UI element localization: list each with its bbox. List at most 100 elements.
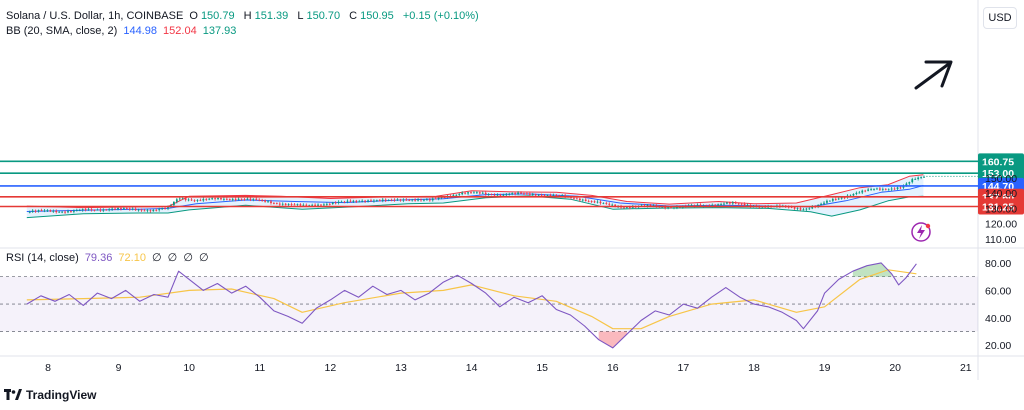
candle-body: [828, 200, 831, 202]
candle-body: [720, 204, 722, 205]
candle-body: [161, 208, 164, 210]
candle-body: [455, 194, 458, 196]
candle-body: [908, 182, 911, 184]
bb-lower-value: 137.93: [202, 25, 237, 37]
candle-body: [355, 200, 358, 202]
candle-body: [546, 195, 549, 196]
close-label: C 150.95: [349, 10, 394, 22]
time-axis-tick: 15: [536, 362, 548, 374]
candle-body: [381, 199, 384, 201]
candle-body: [122, 208, 125, 209]
candle-body: [473, 192, 475, 194]
price-axis-tick: 110.00: [985, 234, 1016, 246]
candle-body: [358, 201, 361, 203]
candle-body: [99, 209, 102, 211]
candle-body: [264, 200, 266, 202]
bb-upper-value: 152.04: [163, 25, 197, 37]
arrow-line: [914, 61, 952, 90]
candle-body: [187, 199, 190, 201]
candle-body: [131, 208, 134, 210]
candle-body: [905, 183, 908, 187]
candle-body: [584, 199, 587, 201]
rsi-axis-tick: 60.00: [985, 285, 1011, 297]
rsi-axis-tick: 80.00: [985, 258, 1011, 270]
candle-body: [481, 192, 484, 194]
currency-button[interactable]: USD: [983, 7, 1017, 29]
candle-body: [531, 194, 534, 196]
candle-body: [220, 198, 222, 200]
candle-body: [334, 202, 337, 204]
candle-body: [111, 208, 114, 210]
time-axis-tick: 10: [183, 362, 195, 374]
candle-body: [561, 195, 564, 197]
rsi-overbought-fill: [852, 262, 892, 277]
candle-body: [52, 210, 55, 212]
candle-body: [102, 209, 105, 211]
candle-body: [867, 189, 870, 191]
candle-body: [43, 210, 46, 212]
candle-body: [378, 200, 381, 202]
candle-body: [593, 201, 596, 203]
rsi-empty-4: ∅: [198, 252, 209, 264]
candle-body: [458, 194, 461, 195]
candle-body: [55, 210, 58, 213]
candle-body: [320, 204, 322, 206]
candle-body: [217, 198, 219, 200]
candle-body: [352, 200, 355, 202]
candle-body: [711, 204, 714, 207]
time-axis-tick: 16: [607, 362, 619, 374]
candle-body: [723, 203, 725, 205]
candle-body: [528, 193, 531, 195]
candle-body: [325, 203, 328, 205]
candle-body: [167, 207, 169, 209]
candle-body: [614, 204, 617, 207]
candle-body: [496, 194, 499, 196]
candle-body: [290, 204, 293, 205]
time-axis-tick: 20: [889, 362, 901, 374]
bb-legend[interactable]: BB (20, SMA, close, 2) 144.98 152.04 137…: [6, 24, 239, 38]
candle-body: [175, 199, 178, 202]
candle-body: [225, 198, 228, 200]
candle-body: [75, 210, 78, 212]
candle-body: [608, 203, 611, 205]
candle-body: [417, 199, 419, 201]
rsi-line: [26, 262, 917, 349]
candle-body: [599, 201, 602, 204]
candle-body: [243, 199, 246, 201]
candle-body: [331, 202, 334, 205]
candle-body: [81, 209, 84, 211]
candle-body: [211, 198, 214, 200]
candle-body: [423, 199, 425, 201]
rsi-oversold-fill: [598, 331, 627, 348]
candle-body: [343, 201, 346, 203]
time-axis-tick: 19: [819, 362, 831, 374]
candle-body: [323, 204, 325, 206]
candle-body: [573, 197, 575, 199]
candle-body: [78, 210, 81, 211]
rsi-legend[interactable]: RSI (14, close) 79.36 72.10 ∅ ∅ ∅ ∅: [6, 251, 212, 265]
candle-body: [199, 199, 202, 201]
candle-body: [746, 204, 749, 206]
low-label: L 150.70: [297, 10, 341, 22]
candle-body: [40, 210, 43, 211]
candle-body: [911, 179, 914, 183]
candle-body: [431, 198, 434, 201]
candle-body: [799, 208, 802, 210]
candle-body: [58, 211, 61, 213]
candle-body: [511, 193, 514, 195]
candle-body: [893, 188, 896, 190]
candle-body: [923, 176, 925, 178]
candle-body: [214, 198, 216, 200]
candle-body: [246, 198, 249, 200]
tradingview-logo[interactable]: TradingView: [4, 388, 96, 402]
bollinger-lower-line: [26, 195, 924, 219]
candle-body: [105, 209, 108, 211]
candle-body: [196, 199, 199, 201]
candle-body: [890, 188, 893, 190]
candle-body: [311, 204, 314, 206]
candle-body: [826, 200, 828, 203]
candle-body: [434, 198, 437, 200]
candle-body: [370, 200, 372, 202]
candle-body: [820, 203, 822, 205]
candle-body: [93, 209, 96, 211]
